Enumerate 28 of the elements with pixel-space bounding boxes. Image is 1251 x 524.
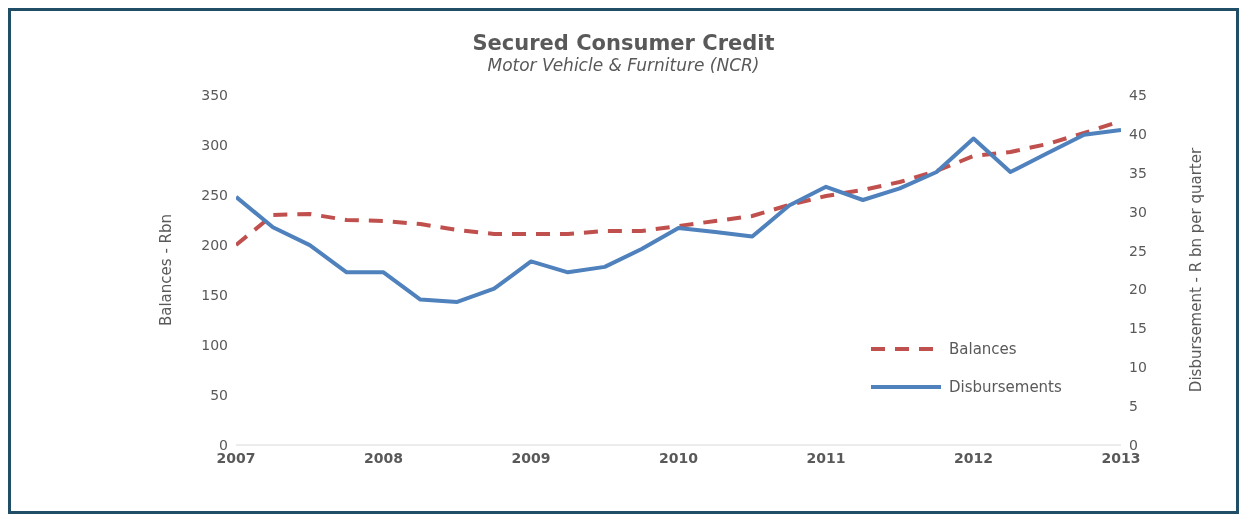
y2-tick-label: 10 (1129, 359, 1147, 376)
y-tick-label: 50 (210, 386, 228, 403)
y-axis-title: Balances - Rbn (157, 213, 176, 327)
x-tick-label: 2009 (511, 449, 551, 466)
y-tick-label: 350 (201, 86, 228, 103)
chart-title: Secured Consumer Credit (471, 31, 776, 55)
x-tick-label: 2008 (364, 449, 403, 466)
x-tick-label: 2012 (954, 449, 993, 466)
y-tick-label: 150 (201, 286, 228, 303)
y-tick-label: 200 (201, 236, 228, 253)
x-tick-label: 2010 (659, 449, 699, 466)
legend-label: Balances (949, 340, 1017, 358)
y2-tick-label: 45 (1129, 86, 1147, 103)
y2-tick-label: 20 (1129, 281, 1147, 298)
line-series (236, 128, 1121, 304)
y2-axis-title: Disbursement - R bn per quarter (1187, 147, 1206, 393)
y2-tick-label: 35 (1129, 164, 1147, 181)
chart-subtitle: Motor Vehicle & Furniture (NCR) (486, 55, 761, 75)
y-tick-label: 100 (201, 336, 228, 353)
y-tick-label: 250 (201, 186, 228, 203)
legend-label: Disbursements (949, 378, 1062, 396)
x-tick-label: 2011 (806, 449, 846, 466)
y2-tick-label: 30 (1129, 203, 1147, 220)
y2-tick-label: 15 (1129, 320, 1147, 337)
y2-tick-label: 40 (1129, 125, 1147, 142)
y2-tick-label: 25 (1129, 242, 1147, 259)
y2-tick-label: 5 (1129, 398, 1138, 415)
y-tick-label: 300 (201, 136, 228, 153)
